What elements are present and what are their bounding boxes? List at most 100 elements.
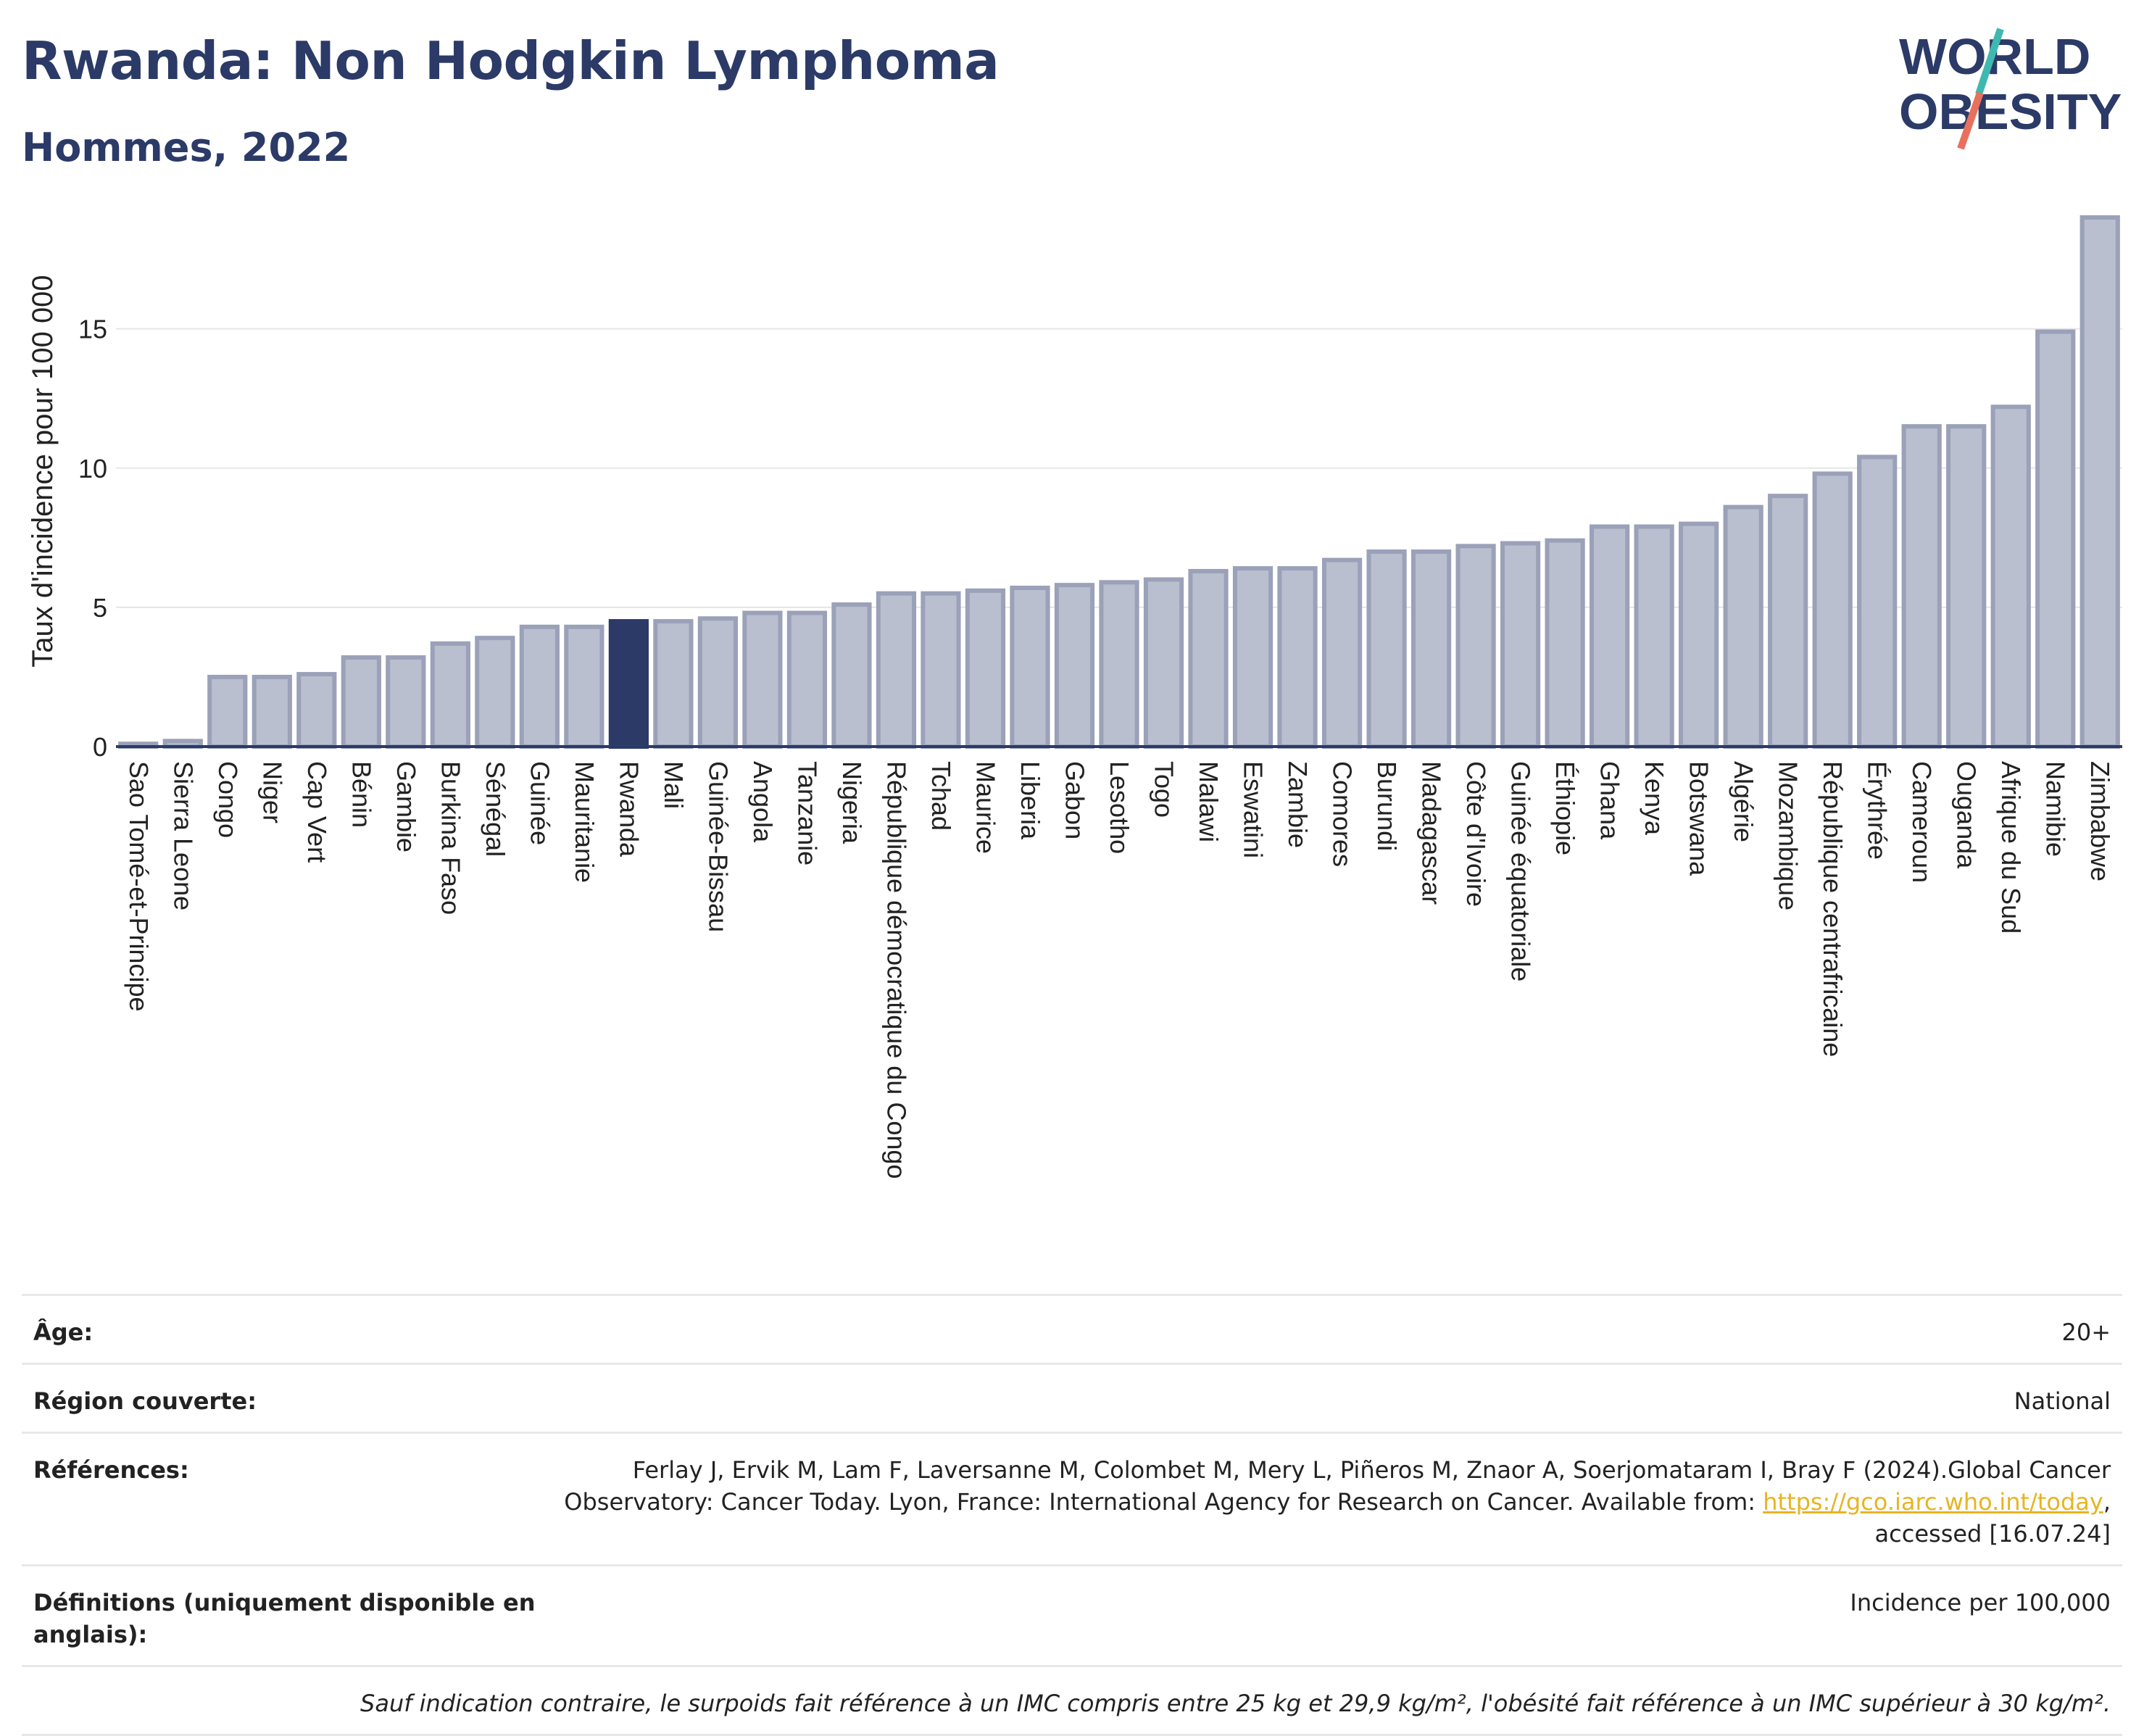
x-tick-label: Guinée-Bissau xyxy=(703,761,733,932)
bar xyxy=(742,610,783,749)
x-tick-label: Zimbabwe xyxy=(2085,761,2115,881)
page-title: Rwanda: Non Hodgkin Lymphoma xyxy=(22,30,1000,91)
x-tick-label: Érythrée xyxy=(1863,761,1892,860)
references-row: Références: Ferlay J, Ervik M, Lam F, La… xyxy=(22,1432,2122,1564)
x-tick-label: Sierra Leone xyxy=(168,761,198,910)
bar xyxy=(1188,568,1229,749)
age-row: Âge: 20+ xyxy=(22,1294,2122,1363)
bar xyxy=(1679,521,1719,749)
logo-slash-coral xyxy=(1957,91,1984,150)
bar xyxy=(1366,549,1407,749)
y-tick-label: 10 xyxy=(78,454,107,483)
x-tick-labels: Sao Tomé-et-Principe Sierra Leone Congo Nig… xyxy=(124,761,2115,1179)
bar xyxy=(965,588,1006,749)
bar xyxy=(2079,215,2120,749)
y-tick-label: 5 xyxy=(93,593,107,623)
x-tick-label: Bénin xyxy=(346,761,376,828)
bar xyxy=(1277,566,1318,749)
bar xyxy=(430,641,470,749)
bar xyxy=(1857,454,1898,749)
bar xyxy=(831,602,872,749)
logo-slash-teal xyxy=(1975,28,2004,96)
references-label: Références: xyxy=(33,1456,189,1484)
references-link[interactable]: https://gco.iarc.who.int/today xyxy=(1763,1488,2103,1516)
bar xyxy=(207,674,248,749)
bar xyxy=(1901,424,1942,749)
x-tick-label: Sao Tomé-et-Principe xyxy=(124,761,154,1012)
x-tick-label: Ghana xyxy=(1595,761,1625,840)
x-tick-label: Botswana xyxy=(1684,761,1714,876)
x-tick-label: Algérie xyxy=(1729,761,1758,842)
bar xyxy=(1010,586,1050,749)
age-label: Âge: xyxy=(33,1318,94,1346)
bar xyxy=(519,624,560,749)
y-tick-label: 0 xyxy=(93,732,107,762)
y-ticks: 0 5 10 15 xyxy=(78,315,107,762)
references-text: Ferlay J, Ervik M, Lam F, Laversanne M, … xyxy=(564,1456,2111,1516)
bar xyxy=(564,624,604,749)
x-tick-label: Rwanda xyxy=(614,761,644,857)
x-tick-label: Guinée xyxy=(525,761,554,845)
x-tick-label: Congo xyxy=(213,761,243,838)
bar xyxy=(1455,544,1496,749)
age-value: 20+ xyxy=(2061,1318,2111,1346)
bar xyxy=(1634,524,1674,749)
x-tick-label: Nigeria xyxy=(837,761,867,844)
bar xyxy=(1812,471,1853,749)
x-tick-label: Guinée équatoriale xyxy=(1506,761,1536,981)
x-tick-label: Angola xyxy=(748,761,778,843)
definitions-value: Incidence per 100,000 xyxy=(1850,1589,2111,1616)
x-tick-label: Liberia xyxy=(1015,761,1045,840)
x-tick-label: Mauritanie xyxy=(570,761,599,883)
x-tick-label: Kenya xyxy=(1640,761,1669,836)
x-tick-label: Ouganda xyxy=(1952,761,1982,869)
bar xyxy=(2035,329,2076,749)
region-value: National xyxy=(2014,1387,2111,1415)
bar xyxy=(1232,566,1273,749)
x-tick-label: Sénégal xyxy=(481,761,510,857)
x-tick-label: Madagascar xyxy=(1417,761,1447,905)
x-tick-label: Burundi xyxy=(1372,761,1402,851)
x-tick-label: Malawi xyxy=(1194,761,1223,842)
bar xyxy=(296,672,337,749)
x-tick-label: Togo xyxy=(1150,761,1179,818)
x-tick-label: Burkina Faso xyxy=(436,761,465,915)
x-tick-label: Mozambique xyxy=(1774,761,1803,910)
bar xyxy=(1768,494,1808,749)
bar xyxy=(341,655,381,749)
region-label: Région couverte: xyxy=(33,1387,257,1415)
bar xyxy=(921,591,961,749)
references-accessed: , accessed [16.07.24] xyxy=(1874,1488,2111,1548)
bar xyxy=(475,636,515,749)
bar xyxy=(1990,404,2031,749)
bar xyxy=(1545,538,1585,749)
x-tick-label: Mali xyxy=(659,761,689,809)
x-tick-label: Éthiopie xyxy=(1550,761,1580,855)
x-tick-label: Gambie xyxy=(391,761,421,852)
region-row: Région couverte: National xyxy=(22,1363,2122,1432)
y-axis-label: Taux d'incidence pour 100 000 xyxy=(27,275,59,667)
page-subtitle: Hommes, 2022 xyxy=(22,125,351,170)
x-tick-label: Côte d'Ivoire xyxy=(1461,761,1491,907)
x-tick-label: Gabon xyxy=(1060,761,1089,839)
x-tick-label: Tchad xyxy=(926,761,956,831)
bar-chart: 0 5 10 15 Sao Tomé-et-Principe Sierra Leone C… xyxy=(27,215,2122,1179)
x-tick-label: Maurice xyxy=(971,761,1000,854)
definitions-row: Définitions (uniquement disponible en an… xyxy=(22,1564,2122,1665)
x-tick-label: République démocratique du Congo xyxy=(881,761,911,1179)
logo-line2: OBESITY xyxy=(1899,83,2122,140)
footnote: Sauf indication contraire, le surpoids f… xyxy=(360,1690,2111,1717)
world-obesity-logo: WORLD OBESITY xyxy=(1899,28,2122,150)
x-tick-label: Afrique du Sud xyxy=(1996,761,2026,934)
bar xyxy=(1143,577,1184,749)
bar xyxy=(608,619,649,749)
x-tick-label: Cameroun xyxy=(1907,761,1937,883)
bar xyxy=(1099,580,1139,749)
x-tick-label: Namibie xyxy=(2041,761,2071,857)
x-tick-label: Lesotho xyxy=(1105,761,1134,854)
bar xyxy=(1500,541,1541,749)
x-tick-label: Comores xyxy=(1328,761,1358,867)
bar xyxy=(786,610,828,749)
bar xyxy=(1054,583,1095,749)
info-table: Âge: 20+ Région couverte: National Référ… xyxy=(22,1294,2122,1736)
